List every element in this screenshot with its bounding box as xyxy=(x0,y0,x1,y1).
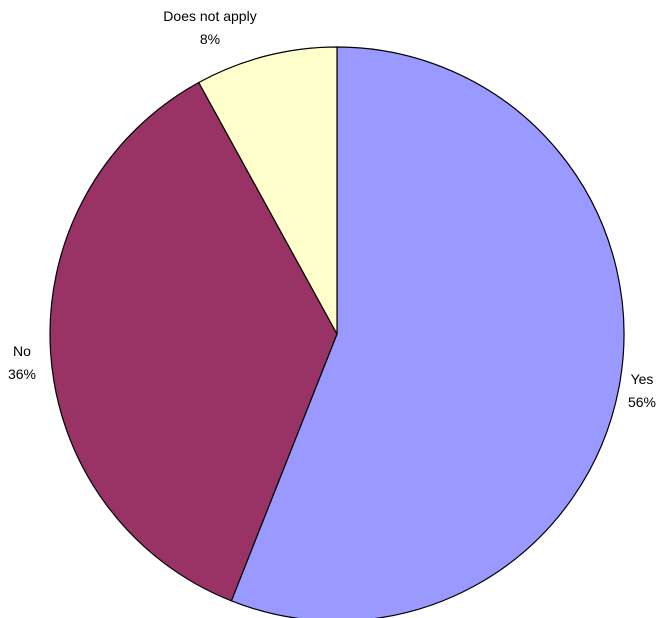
pie-labels: Yes 56% No 36% Does not apply 8% xyxy=(8,8,656,410)
slice-label: Yes xyxy=(631,371,654,387)
slice-label: Does not apply xyxy=(163,8,256,24)
pie-slice-no xyxy=(49,81,338,602)
pie-slice-does-not-apply xyxy=(198,46,338,335)
slice-percent-label: 56% xyxy=(628,394,656,410)
slice-percent-label: 8% xyxy=(200,31,220,47)
pie-slices xyxy=(49,46,625,618)
slice-percent-label: 36% xyxy=(8,366,36,382)
slice-label: No xyxy=(13,343,31,359)
